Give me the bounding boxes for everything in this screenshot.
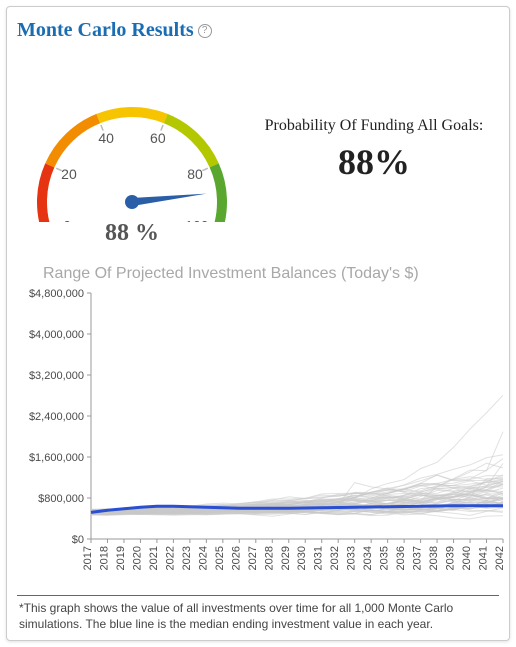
svg-text:2017: 2017 bbox=[82, 546, 94, 570]
svg-text:2039: 2039 bbox=[445, 546, 457, 570]
svg-text:100: 100 bbox=[185, 218, 209, 222]
svg-text:2029: 2029 bbox=[280, 546, 292, 570]
svg-text:2020: 2020 bbox=[131, 546, 143, 570]
svg-text:$0: $0 bbox=[72, 534, 84, 546]
svg-text:2033: 2033 bbox=[346, 546, 358, 570]
svg-text:$4,800,000: $4,800,000 bbox=[29, 288, 84, 300]
svg-text:2027: 2027 bbox=[247, 546, 259, 570]
svg-text:2026: 2026 bbox=[230, 546, 242, 570]
svg-text:$3,200,000: $3,200,000 bbox=[29, 370, 84, 382]
help-icon[interactable]: ? bbox=[198, 24, 212, 38]
svg-text:2031: 2031 bbox=[313, 546, 325, 570]
title-row: Monte Carlo Results ? bbox=[17, 19, 499, 42]
svg-text:2018: 2018 bbox=[98, 546, 110, 570]
page-title: Monte Carlo Results bbox=[17, 19, 194, 42]
svg-text:$4,000,000: $4,000,000 bbox=[29, 329, 84, 341]
svg-text:2030: 2030 bbox=[296, 546, 308, 570]
svg-text:2034: 2034 bbox=[362, 546, 374, 570]
svg-text:2022: 2022 bbox=[164, 546, 176, 570]
svg-text:2023: 2023 bbox=[181, 546, 193, 570]
projection-chart: $0 $800,000 $1,600,000 $2,400,000 $3,200,000… bbox=[17, 287, 509, 587]
svg-text:2021: 2021 bbox=[148, 546, 160, 570]
svg-text:2028: 2028 bbox=[263, 546, 275, 570]
summary-row: 0 20 40 60 80 100 88 % Probability Of Funding… bbox=[17, 52, 499, 247]
chart-title: Range Of Projected Investment Balances (… bbox=[43, 265, 499, 283]
svg-text:$800,000: $800,000 bbox=[38, 493, 84, 505]
svg-text:2041: 2041 bbox=[478, 546, 490, 570]
gauge-svg: 0 20 40 60 80 100 bbox=[17, 52, 247, 222]
svg-text:0: 0 bbox=[63, 218, 71, 222]
svg-text:2036: 2036 bbox=[395, 546, 407, 570]
svg-text:2040: 2040 bbox=[461, 546, 473, 570]
svg-text:2035: 2035 bbox=[379, 546, 391, 570]
gauge-value-label: 88 % bbox=[105, 220, 159, 247]
svg-text:20: 20 bbox=[61, 166, 77, 182]
gauge-chart: 0 20 40 60 80 100 88 % bbox=[17, 52, 247, 247]
svg-text:60: 60 bbox=[150, 130, 166, 146]
svg-text:2042: 2042 bbox=[494, 546, 506, 570]
projection-chart-section: Range Of Projected Investment Balances (… bbox=[17, 265, 499, 632]
footnote: *This graph shows the value of all inves… bbox=[17, 600, 499, 632]
probability-block: Probability Of Funding All Goals: 88% bbox=[257, 117, 499, 183]
svg-text:40: 40 bbox=[98, 130, 114, 146]
svg-text:80: 80 bbox=[187, 166, 203, 182]
svg-text:2019: 2019 bbox=[115, 546, 127, 570]
divider bbox=[17, 595, 499, 596]
svg-text:$2,400,000: $2,400,000 bbox=[29, 411, 84, 423]
svg-text:2038: 2038 bbox=[428, 546, 440, 570]
svg-text:2025: 2025 bbox=[214, 546, 226, 570]
svg-text:2037: 2037 bbox=[412, 546, 424, 570]
svg-text:2032: 2032 bbox=[329, 546, 341, 570]
probability-label: Probability Of Funding All Goals: bbox=[257, 117, 491, 135]
probability-value: 88% bbox=[257, 141, 491, 183]
svg-text:$1,600,000: $1,600,000 bbox=[29, 452, 84, 464]
results-card: Monte Carlo Results ? 0 20 40 60 80 100 88 % … bbox=[6, 6, 510, 641]
svg-text:2024: 2024 bbox=[197, 546, 209, 570]
